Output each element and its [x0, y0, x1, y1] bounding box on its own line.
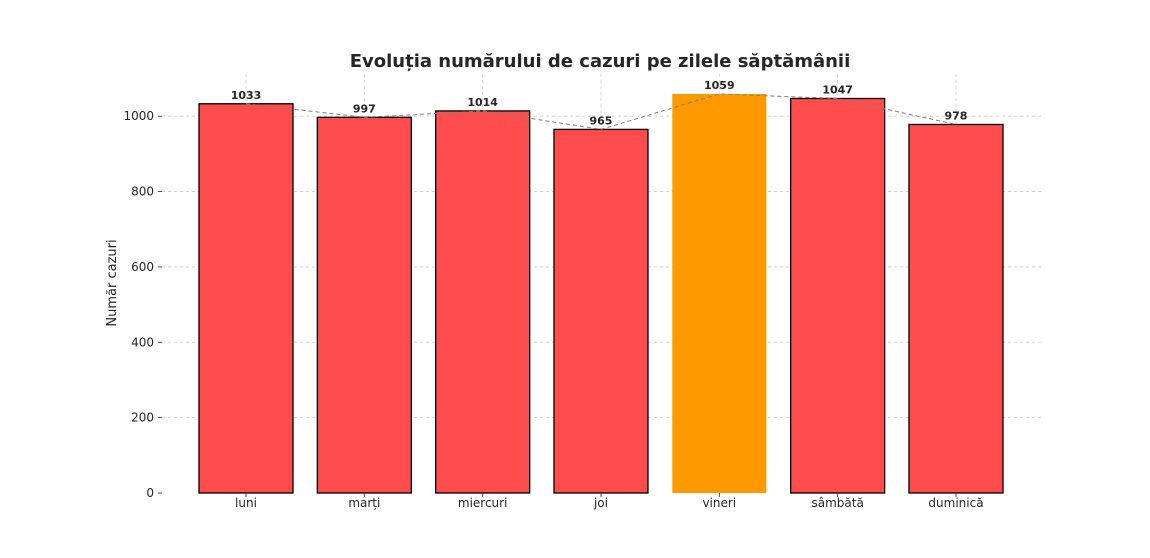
bar: [908, 123, 1004, 494]
x-tick-label: miercuri: [458, 496, 508, 510]
y-axis: 0 200 400 600 800 1000: [123, 109, 162, 500]
bar: [553, 128, 649, 494]
data-label: 1059: [704, 79, 735, 92]
bar: [435, 110, 531, 494]
y-tick-label: 0: [146, 486, 154, 500]
trend-layer: [245, 93, 957, 130]
x-tick-label: sâmbătă: [811, 496, 863, 510]
x-tick-label: duminică: [928, 496, 983, 510]
x-tick-label: marți: [348, 496, 380, 510]
bar: [790, 97, 886, 494]
x-tick-label: luni: [235, 496, 257, 510]
data-label: 965: [590, 114, 613, 127]
y-axis-label: Număr cazuri: [105, 239, 120, 326]
data-label: 1014: [467, 96, 498, 109]
bar: [198, 103, 294, 494]
y-tick-label: 600: [131, 260, 154, 274]
bars-layer: [198, 93, 1004, 494]
y-tick-label: 1000: [123, 109, 154, 123]
y-tick-label: 400: [131, 335, 154, 349]
x-tick-label: vineri: [702, 496, 736, 510]
data-label: 997: [353, 102, 376, 115]
labels-layer: 1033 997 1014 965 1059 1047 978: [231, 79, 968, 127]
y-tick-label: 200: [131, 411, 154, 425]
bar: [316, 116, 412, 494]
trend-line: [245, 93, 957, 130]
bar-highlight: [672, 93, 767, 493]
y-tick-label: 800: [131, 185, 154, 199]
data-label: 1033: [231, 89, 262, 102]
data-label: 978: [944, 109, 967, 122]
chart-title: Evoluția numărului de cazuri pe zilele s…: [350, 51, 851, 72]
x-axis: luni marți miercuri joi vineri sâmbătă duminic…: [235, 493, 984, 510]
x-tick-label: joi: [593, 496, 608, 510]
data-label: 1047: [822, 83, 853, 96]
